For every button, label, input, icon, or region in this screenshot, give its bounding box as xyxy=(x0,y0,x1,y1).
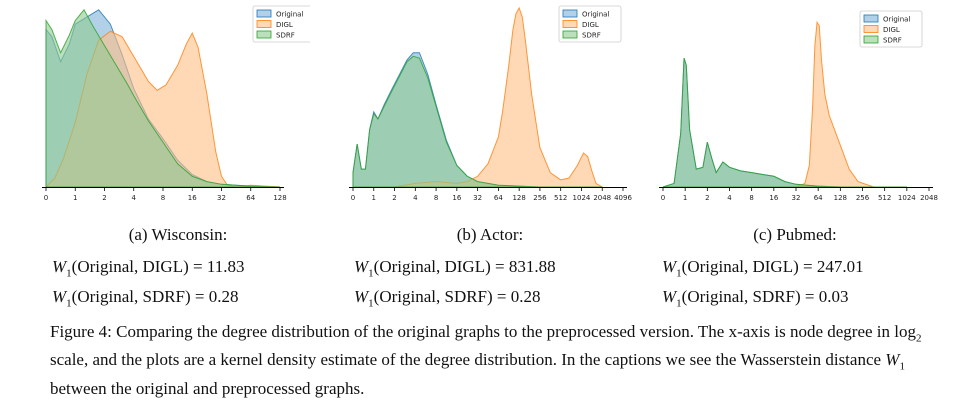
legend: Original DIGL SDRF xyxy=(558,5,622,43)
legend-label-original: Original xyxy=(582,11,609,19)
legend-swatch-original xyxy=(863,14,879,23)
x-tick-label: 4 xyxy=(132,194,137,202)
legend-label-sdrf: SDRF xyxy=(883,37,902,45)
x-tick-label: 1024 xyxy=(573,194,591,202)
legend-label-digl: DIGL xyxy=(276,21,293,29)
legend-label-original: Original xyxy=(276,11,303,19)
legend-swatch-original xyxy=(562,9,578,18)
metric-pubmed-sdrf: W1(Original, SDRF) = 0.03 xyxy=(662,287,849,310)
x-tick-label: 32 xyxy=(473,194,482,202)
x-tick-label: 1 xyxy=(73,194,77,202)
x-tick-label: 32 xyxy=(217,194,226,202)
x-tick-label: 0 xyxy=(44,194,48,202)
legend-swatch-sdrf xyxy=(863,35,879,44)
area-sdrf xyxy=(352,55,603,188)
area-sdrf xyxy=(45,8,281,188)
x-tick-label: 1024 xyxy=(898,194,916,202)
metric-value: 247.01 xyxy=(816,257,864,276)
subcaption-pubmed: (c) Pubmed: xyxy=(753,225,837,244)
x-tick-label: 32 xyxy=(792,194,801,202)
metric-value: 0.03 xyxy=(818,287,849,306)
x-tick-label: 8 xyxy=(434,194,438,202)
x-tick-label: 1 xyxy=(683,194,687,202)
chart-wisconsin: 0 1 2 4 8 16 32 64 128 Original DIGL SDRF xyxy=(42,5,310,202)
x-tick-label: 16 xyxy=(452,194,461,202)
metric-actor-sdrf: W1(Original, SDRF) = 0.28 xyxy=(354,287,541,310)
chart-panel-wisconsin: 0 1 2 4 8 16 32 64 128 Original DIGL SDRF xyxy=(40,0,310,210)
metric-pubmed-digl: W1(Original, DIGL) = 247.01 xyxy=(662,257,864,280)
x-tick-label: 8 xyxy=(161,194,165,202)
metric-value: 831.88 xyxy=(508,257,556,276)
x-tick-label: 2048 xyxy=(920,194,938,202)
x-tick-label: 128 xyxy=(834,194,847,202)
chart-panel-pubmed: 0 1 2 4 8 16 32 64 128 256 512 1024 2048 Original DIGL… xyxy=(655,0,945,210)
x-tick-label: 128 xyxy=(273,194,286,202)
x-tick-label: 512 xyxy=(554,194,567,202)
area-digl xyxy=(663,20,907,188)
x-tick-label: 2 xyxy=(705,194,709,202)
chart-panel-actor: 0 1 2 4 8 16 32 64 128 256 512 1024 2048 4096 Original… xyxy=(345,0,635,210)
legend-label-digl: DIGL xyxy=(582,21,599,29)
metric-actor-digl: W1(Original, DIGL) = 831.88 xyxy=(354,257,556,280)
subcaption-actor: (b) Actor: xyxy=(456,225,524,244)
metric-value: 11.83 xyxy=(206,257,245,276)
legend-swatch-original xyxy=(256,9,272,18)
x-tick-label: 16 xyxy=(769,194,778,202)
legend-swatch-digl xyxy=(562,20,578,28)
x-tick-label: 2 xyxy=(102,194,106,202)
x-tick-label: 256 xyxy=(856,194,870,202)
x-tick-label: 8 xyxy=(749,194,753,202)
x-tick-label: 256 xyxy=(533,194,547,202)
legend-swatch-digl xyxy=(256,20,272,28)
x-tick-label: 0 xyxy=(661,194,665,202)
x-tick-label: 2048 xyxy=(593,194,611,202)
x-tick-label: 64 xyxy=(814,194,823,202)
legend-label-sdrf: SDRF xyxy=(276,32,295,40)
chart-actor: 0 1 2 4 8 16 32 64 128 256 512 1024 2048 4096 Original… xyxy=(349,5,632,202)
x-tick-label: 512 xyxy=(878,194,891,202)
subcaption-wisconsin: (a) Wisconsin: xyxy=(128,225,228,244)
x-tick-label: 64 xyxy=(246,194,255,202)
x-tick-label: 4 xyxy=(727,194,732,202)
legend-label-digl: DIGL xyxy=(883,26,900,34)
legend-label-original: Original xyxy=(883,16,910,24)
chart-pubmed: 0 1 2 4 8 16 32 64 128 256 512 1024 2048 Original DIGL… xyxy=(659,10,938,202)
x-tick-label: 4096 xyxy=(614,194,632,202)
legend-label-sdrf: SDRF xyxy=(582,32,601,40)
metric-wisconsin-digl: W1(Original, DIGL) = 11.83 xyxy=(52,257,245,280)
x-tick-label: 2 xyxy=(392,194,396,202)
legend: Original DIGL SDRF xyxy=(859,10,923,48)
x-tick-label: 128 xyxy=(512,194,525,202)
x-tick-label: 1 xyxy=(372,194,376,202)
x-tick-label: 16 xyxy=(188,194,197,202)
legend-swatch-sdrf xyxy=(562,30,578,39)
x-tick-label: 4 xyxy=(413,194,418,202)
metric-wisconsin-sdrf: W1(Original, SDRF) = 0.28 xyxy=(52,287,239,310)
metric-value: 0.28 xyxy=(208,287,239,306)
metric-value: 0.28 xyxy=(510,287,541,306)
legend-swatch-digl xyxy=(863,25,879,33)
area-sdrf xyxy=(662,57,907,188)
x-tick-label: 64 xyxy=(494,194,503,202)
area-original xyxy=(662,57,907,188)
legend-swatch-sdrf xyxy=(256,30,272,39)
x-tick-label: 0 xyxy=(351,194,355,202)
legend: Original DIGL SDRF xyxy=(252,5,310,43)
figure-caption: Figure 4: Comparing the degree distribut… xyxy=(50,322,922,398)
